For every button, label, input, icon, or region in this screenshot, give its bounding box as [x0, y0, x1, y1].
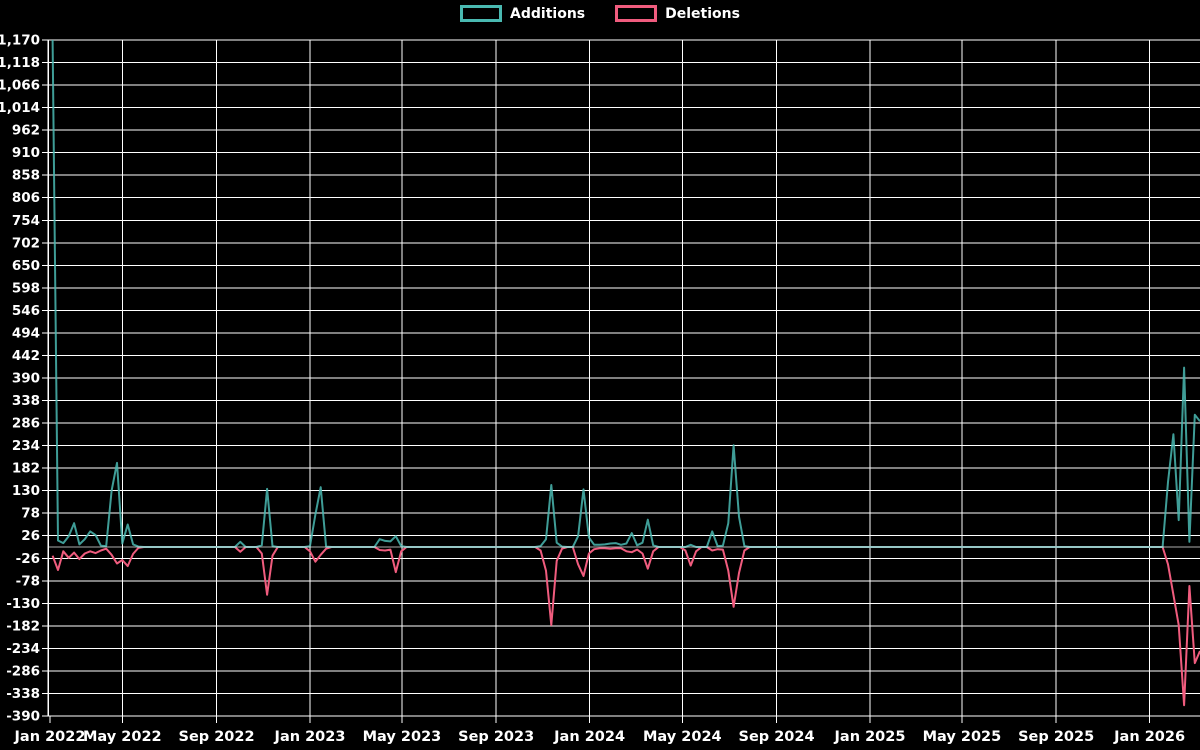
y-tick-label: 78: [21, 506, 40, 522]
y-tick-label: -338: [6, 686, 40, 702]
y-tick-label: 962: [12, 123, 40, 139]
y-tick-label: 858: [12, 168, 40, 184]
additions-swatch-icon: [460, 5, 503, 22]
y-tick-label: 650: [12, 258, 40, 274]
legend: Additions Deletions: [0, 5, 1200, 22]
y-tick-label: 338: [12, 393, 40, 409]
y-tick-label: 182: [12, 461, 40, 477]
y-tick-label: 1,170: [0, 33, 40, 49]
legend-item-deletions[interactable]: Deletions: [615, 5, 740, 22]
x-tick-label: Jan 2022: [14, 729, 86, 745]
additions-legend-label: Additions: [510, 5, 586, 22]
y-axis-tick-labels: 1,170 1,118 1,066 1,014 962 910 858 806 754 702 65…: [0, 33, 40, 725]
y-tick-label: 130: [12, 483, 40, 499]
x-tick-label: Jan 2026: [1113, 729, 1185, 745]
y-tick-label: -78: [16, 573, 40, 589]
y-tick-label: 1,118: [0, 55, 40, 71]
x-tick-label: Sep 2024: [739, 729, 815, 745]
y-tick-label: -26: [16, 551, 40, 567]
x-tick-label: May 2025: [923, 729, 1002, 745]
deletions-legend-label: Deletions: [665, 5, 740, 22]
y-tick-label: 546: [12, 303, 40, 319]
x-tick-label: May 2024: [643, 729, 722, 745]
y-tick-label: 286: [12, 416, 40, 432]
x-tick-label: Sep 2023: [458, 729, 534, 745]
y-tick-label: -182: [6, 618, 40, 634]
legend-item-additions[interactable]: Additions: [460, 5, 585, 22]
y-tick-label: 234: [12, 438, 40, 454]
y-tick-label: 1,066: [0, 78, 40, 94]
y-tick-label: 754: [12, 213, 40, 229]
x-tick-label: May 2023: [363, 729, 442, 745]
y-tick-label: 442: [12, 348, 40, 364]
y-tick-label: -286: [6, 663, 40, 679]
x-tick-label: May 2022: [83, 729, 162, 745]
x-tick-label: Jan 2024: [553, 729, 625, 745]
vertical-gridlines: [49, 40, 1151, 723]
y-tick-label: -390: [6, 709, 40, 725]
y-tick-label: 702: [12, 235, 40, 251]
y-tick-label: -234: [6, 641, 40, 657]
x-tick-label: Sep 2022: [179, 729, 255, 745]
y-tick-label: 910: [12, 145, 40, 161]
x-tick-label: Jan 2025: [834, 729, 906, 745]
additions-line[interactable]: [51, 39, 1200, 548]
horizontal-gridlines: [42, 39, 1200, 717]
y-tick-label: 1,014: [0, 100, 40, 116]
y-tick-label: 494: [12, 325, 40, 341]
y-tick-label: 26: [21, 528, 40, 544]
deletions-swatch-icon: [615, 5, 658, 22]
y-tick-label: 598: [12, 280, 40, 296]
x-tick-label: Sep 2025: [1018, 729, 1094, 745]
y-tick-label: 806: [12, 190, 40, 206]
x-tick-label: Jan 2023: [274, 729, 346, 745]
y-tick-label: -130: [6, 596, 40, 612]
y-tick-label: 390: [12, 371, 40, 387]
